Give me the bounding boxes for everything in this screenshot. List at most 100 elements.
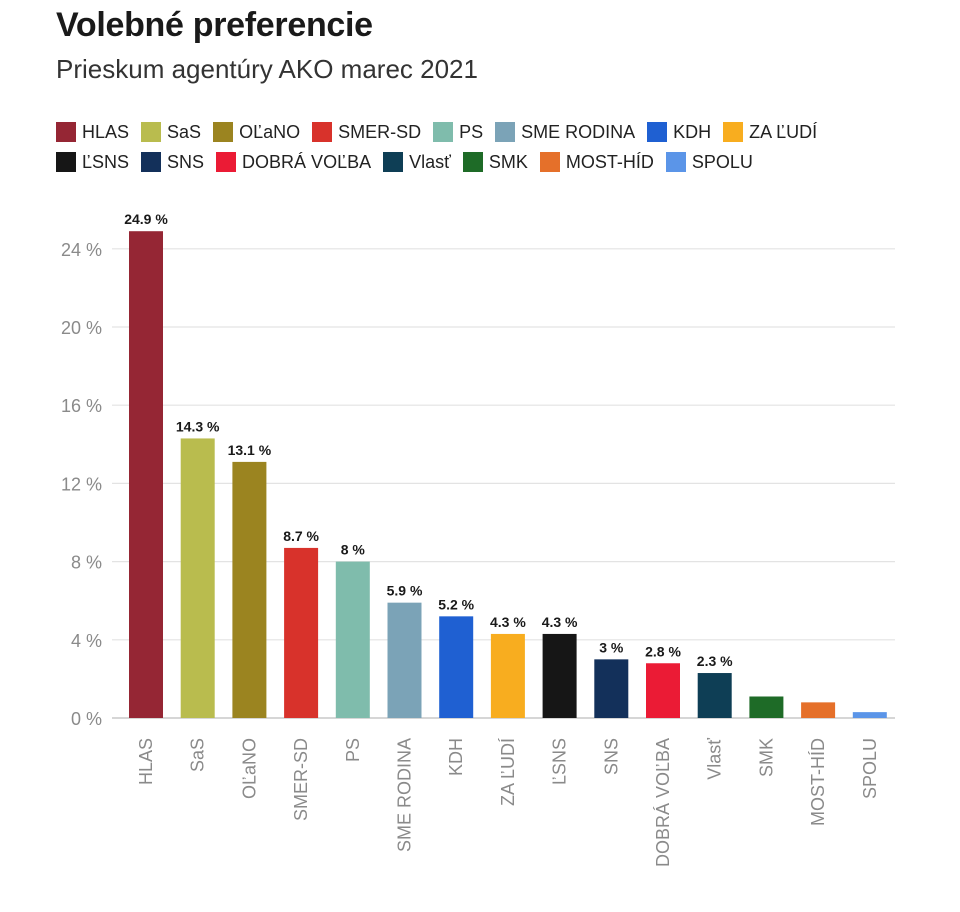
legend-label: OĽaNO: [239, 121, 301, 142]
legend-item: PS: [433, 122, 483, 143]
legend-row: HLAS SaS OĽaNO SMER-SD PS SME RODINA KDH ZA ĽUD…: [56, 117, 916, 147]
bar: [232, 461, 267, 718]
legend-item: KDH: [647, 122, 711, 143]
legend-item: ĽSNS: [56, 152, 129, 173]
legend-swatch: [495, 122, 516, 142]
legend-label: SPOLU: [691, 151, 753, 172]
y-tick-label: 0 %: [71, 709, 102, 729]
x-tick-label: PS: [343, 738, 363, 762]
bar: [387, 602, 422, 718]
legend-label: SaS: [167, 121, 202, 142]
x-tick-label: SMK: [756, 738, 776, 777]
bar: [129, 231, 163, 718]
legend-label: SME RODINA: [521, 121, 636, 142]
x-tick-label: MOST-HÍD: [808, 738, 828, 826]
bar: [335, 561, 370, 718]
data-label: 2.3 %: [697, 653, 733, 669]
data-label: 5.9 %: [387, 583, 423, 599]
data-label: 8.7 %: [283, 528, 319, 544]
y-tick-label: 20 %: [61, 318, 102, 338]
data-label: 13.1 %: [228, 442, 272, 458]
legend-item: SaS: [141, 122, 201, 143]
y-tick-label: 24 %: [61, 240, 102, 260]
legend-item: MOST-HÍD: [539, 151, 654, 173]
legend-item: SME RODINA: [495, 122, 635, 143]
legend-label: Vlasť: [409, 151, 451, 172]
legend-swatch: [213, 122, 234, 142]
bar: [646, 663, 680, 718]
legend-item: HLAS: [56, 122, 129, 143]
legend-item: SPOLU: [665, 151, 753, 173]
legend-item: SMK: [462, 151, 528, 173]
bar: [852, 712, 887, 718]
legend-label: SMER-SD: [338, 121, 422, 142]
data-label: 8 %: [341, 542, 366, 558]
legend-swatch: [56, 122, 76, 142]
data-label: 4.3 %: [542, 614, 578, 630]
legend-label: PS: [459, 121, 484, 142]
x-tick-label: SME RODINA: [395, 738, 415, 852]
x-tick-label: HLAS: [136, 738, 156, 785]
legend-label: HLAS: [82, 121, 130, 142]
legend-swatch: [216, 152, 237, 172]
bar: [542, 633, 577, 718]
legend-label: ZA ĽUDÍ: [749, 121, 818, 142]
y-tick-label: 4 %: [71, 631, 102, 651]
legend-label: SMK: [488, 151, 528, 172]
legend-swatch: [665, 152, 686, 172]
legend-label: MOST-HÍD: [565, 151, 654, 172]
data-label: 2.8 %: [645, 643, 681, 659]
data-label: 24.9 %: [124, 211, 168, 227]
legend-item: SMER-SD: [312, 122, 421, 143]
y-tick-label: 8 %: [71, 553, 102, 573]
legend-swatch: [56, 152, 76, 172]
legend-item: DOBRÁ VOĽBA: [216, 152, 371, 173]
chart-subtitle: Prieskum agentúry AKO marec 2021: [56, 54, 478, 84]
legend-item: SNS: [141, 152, 204, 173]
bar: [697, 673, 732, 718]
x-tick-label: SaS: [188, 738, 208, 772]
legend-swatch: [383, 152, 404, 172]
bar: [801, 702, 836, 718]
bar: [749, 696, 784, 718]
legend-label: ĽSNS: [82, 151, 130, 172]
y-tick-label: 16 %: [61, 396, 102, 416]
bar: [439, 616, 474, 718]
x-tick-label: OĽaNO: [239, 738, 259, 799]
x-tick-label: ĽSNS: [550, 738, 570, 785]
legend-swatch: [433, 122, 454, 142]
x-tick-label: KDH: [446, 738, 466, 776]
bar: [594, 659, 629, 718]
data-label: 14.3 %: [176, 418, 220, 434]
legend-item: Vlasť: [383, 152, 451, 173]
legend-item: OĽaNO: [213, 122, 300, 143]
y-tick-label: 12 %: [61, 474, 102, 494]
x-tick-label: SMER-SD: [291, 738, 311, 821]
legend-swatch: [141, 152, 162, 172]
bar: [180, 438, 215, 718]
legend-swatch: [539, 152, 560, 172]
x-tick-label: ZA ĽUDÍ: [498, 738, 518, 806]
legend-row: ĽSNS SNS DOBRÁ VOĽBA Vlasť SMK MOST-HÍD SPOLU: [56, 147, 916, 177]
legend: HLAS SaS OĽaNO SMER-SD PS SME RODINA KDH ZA ĽUD…: [56, 117, 916, 177]
bar: [490, 633, 525, 718]
legend-label: SNS: [167, 151, 205, 172]
legend-swatch: [141, 122, 162, 142]
bar: [284, 547, 319, 718]
x-tick-label: Vlasť: [705, 738, 725, 780]
data-label: 5.2 %: [438, 596, 474, 612]
x-tick-label: SNS: [601, 738, 621, 775]
legend-swatch: [462, 152, 483, 172]
legend-label: KDH: [673, 121, 712, 142]
legend-item: ZA ĽUDÍ: [723, 122, 817, 143]
chart-title: Volebné preferencie: [56, 6, 373, 44]
legend-label: DOBRÁ VOĽBA: [242, 151, 372, 172]
legend-swatch: [723, 122, 744, 142]
x-tick-label: DOBRÁ VOĽBA: [653, 738, 673, 867]
legend-swatch: [647, 122, 668, 142]
data-label: 3 %: [599, 639, 624, 655]
x-tick-label: SPOLU: [860, 738, 880, 799]
data-label: 4.3 %: [490, 614, 526, 630]
legend-swatch: [312, 122, 333, 142]
